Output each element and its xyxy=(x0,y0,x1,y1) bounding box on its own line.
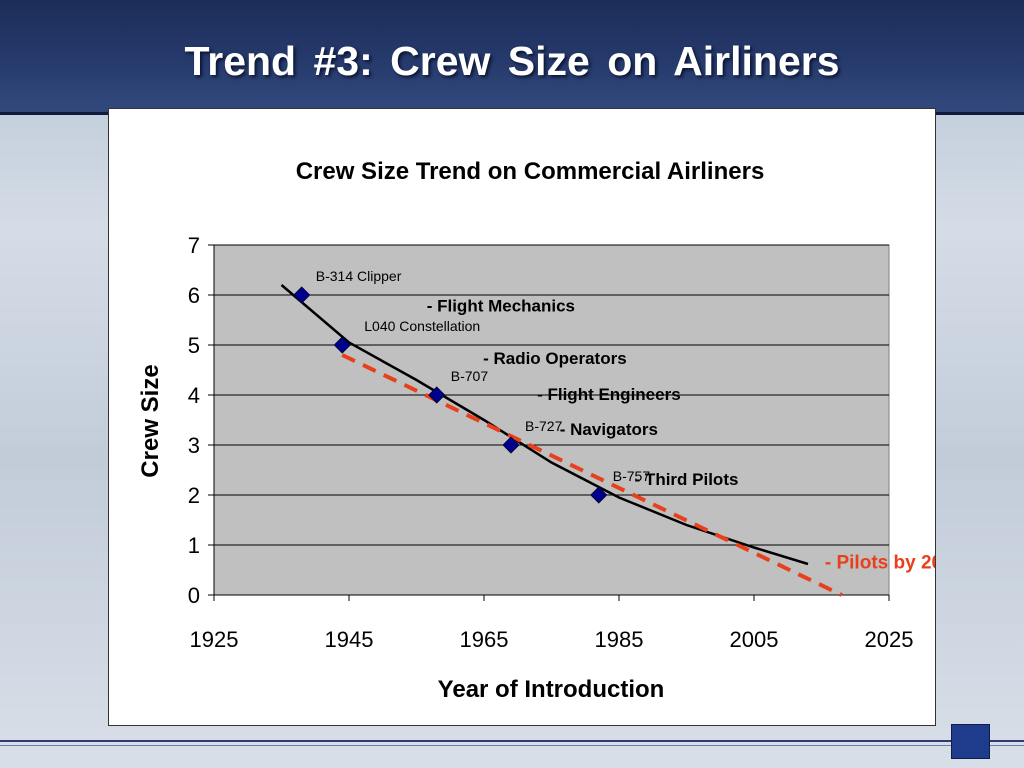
title-bar xyxy=(0,0,1024,115)
y-tick-label: 7 xyxy=(188,233,200,258)
y-tick-label: 5 xyxy=(188,333,200,358)
y-tick-label: 4 xyxy=(188,383,200,408)
data-point-marker xyxy=(428,386,446,404)
crew-role-annotation: - Flight Mechanics xyxy=(427,297,575,316)
footer-rule xyxy=(0,740,1024,742)
x-tick-label: 1945 xyxy=(325,627,374,652)
data-point-label: B-757 xyxy=(613,468,651,484)
crew-role-annotation: - Navigators xyxy=(560,420,658,439)
data-point-marker xyxy=(590,486,608,504)
crew-role-annotation: - Radio Operators xyxy=(483,349,627,368)
crew-role-annotation: - Third Pilots xyxy=(635,470,739,489)
data-point-label: B-727 xyxy=(525,418,563,434)
crew-size-chart: Crew Size Trend on Commercial Airliners … xyxy=(137,158,935,703)
data-point-label: B-707 xyxy=(451,368,489,384)
data-point-marker xyxy=(333,336,351,354)
data-point-label: B-314 Clipper xyxy=(316,268,402,284)
projection-line xyxy=(341,353,843,597)
chart-frame: Crew Size Trend on Commercial Airliners … xyxy=(108,108,936,726)
data-point-marker xyxy=(502,436,520,454)
trend-curve xyxy=(280,284,809,566)
x-tick-label: 1965 xyxy=(460,627,509,652)
corner-square xyxy=(951,724,990,759)
y-tick-label: 2 xyxy=(188,483,200,508)
projection-label: - Pilots by 2020? xyxy=(825,553,935,574)
series xyxy=(280,284,843,597)
y-tick-label: 6 xyxy=(188,283,200,308)
y-axis-label: Crew Size xyxy=(137,364,164,477)
crew-role-annotation: - Flight Engineers xyxy=(537,385,681,404)
x-tick-label: 1985 xyxy=(595,627,644,652)
data-point-marker xyxy=(293,286,311,304)
gridlines xyxy=(214,244,889,546)
axes xyxy=(208,244,890,601)
y-tick-label: 1 xyxy=(188,533,200,558)
y-tick-labels: 0 1 2 3 4 5 6 7 xyxy=(188,233,200,608)
footer-rule-thin xyxy=(0,745,1024,746)
y-tick-label: 0 xyxy=(188,583,200,608)
x-tick-label: 1925 xyxy=(190,627,239,652)
plot-area xyxy=(213,244,890,596)
slide-title: Trend #3: Crew Size on Airliners xyxy=(184,38,840,84)
y-tick-label: 3 xyxy=(188,433,200,458)
annotations: B-314 Clipper L040 Constellation B-707 B-72… xyxy=(316,268,739,489)
x-axis-label: Year of Introduction xyxy=(438,676,665,703)
chart-title: Crew Size Trend on Commercial Airliners xyxy=(296,158,765,185)
x-tick-label: 2005 xyxy=(730,627,779,652)
x-tick-labels: 1925 1945 1965 1985 2005 2025 xyxy=(190,627,914,652)
x-tick-label: 2025 xyxy=(865,627,914,652)
data-point-label: L040 Constellation xyxy=(364,318,480,334)
